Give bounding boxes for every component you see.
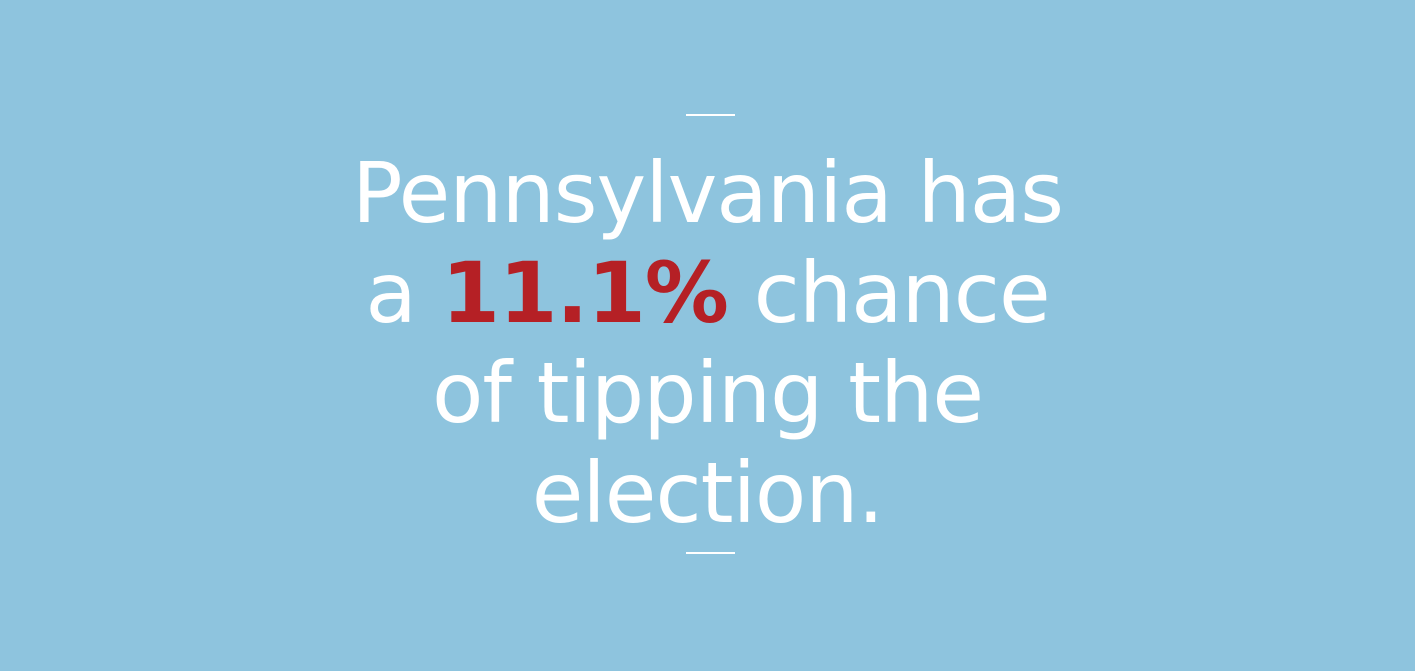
- probability-highlight: 11.1%: [441, 244, 729, 342]
- statement-line-2: a 11.1% chance: [0, 243, 1415, 343]
- statement-line-2-prefix: a: [365, 244, 442, 342]
- top-divider: [686, 114, 735, 116]
- statement-line-1: Pennsylvania has: [351, 144, 1064, 242]
- bottom-divider: [686, 552, 735, 554]
- statement-line-4: election.: [531, 444, 885, 542]
- statement-line-3: of tipping the: [431, 344, 984, 442]
- statement-line-2-suffix: chance: [727, 244, 1051, 342]
- statement: Pennsylvania has a 11.1% chance of tippi…: [0, 143, 1415, 543]
